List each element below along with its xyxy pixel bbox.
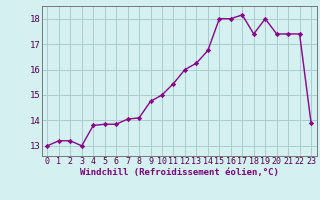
- X-axis label: Windchill (Refroidissement éolien,°C): Windchill (Refroidissement éolien,°C): [80, 168, 279, 177]
